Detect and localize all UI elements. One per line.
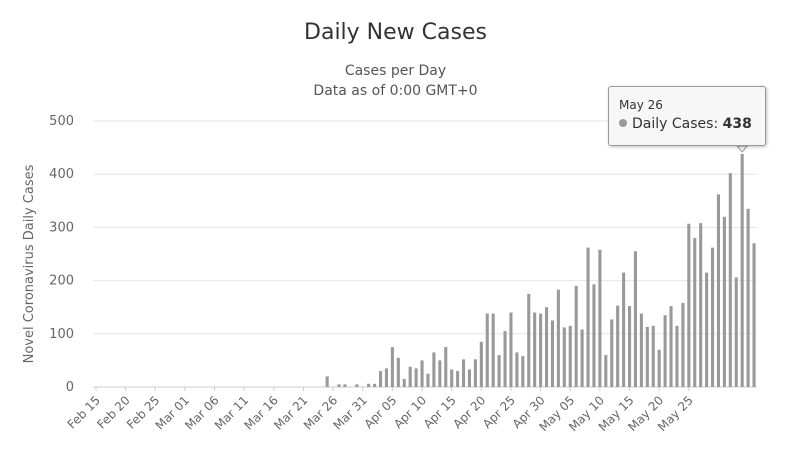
bar <box>343 384 347 387</box>
bar <box>616 305 620 387</box>
chart-subtitle-line-1: Cases per Day <box>344 63 447 79</box>
bar <box>491 313 495 387</box>
bar <box>337 384 341 387</box>
y-tick-label: 400 <box>49 167 74 182</box>
bar <box>544 307 549 387</box>
bar <box>485 313 489 387</box>
bar <box>450 369 454 387</box>
bar <box>438 360 442 387</box>
bar <box>556 289 560 387</box>
bar <box>432 352 436 387</box>
bar <box>681 302 685 387</box>
tooltip-value: 438 <box>722 116 752 132</box>
bar <box>752 243 756 387</box>
bar <box>657 349 661 387</box>
y-tick-label: 300 <box>49 220 74 235</box>
bar <box>367 383 371 387</box>
x-tick-label: Apr 15 <box>421 393 459 431</box>
bar <box>402 379 406 387</box>
x-tick-label: Mar 31 <box>330 393 369 432</box>
bar <box>586 247 590 387</box>
tooltip-line: Daily Cases: 438 <box>619 116 752 132</box>
bar <box>622 272 626 387</box>
bar <box>705 272 709 387</box>
bar <box>426 373 430 387</box>
bar <box>568 325 572 387</box>
bar <box>627 306 632 387</box>
bar <box>740 153 744 387</box>
bar <box>645 326 649 387</box>
bar <box>473 359 477 387</box>
bar <box>509 312 513 387</box>
y-axis-title: Novel Coronavirus Daily Cases <box>22 164 37 363</box>
chart-title: Daily New Cases <box>304 20 487 45</box>
x-tick-label: Apr 10 <box>391 393 429 431</box>
tooltip-series-name: Daily Cases <box>632 116 714 132</box>
bar <box>325 376 329 387</box>
bar <box>390 347 394 387</box>
bar <box>550 320 555 387</box>
bar <box>722 216 726 387</box>
bar <box>533 312 537 387</box>
bar <box>521 356 525 387</box>
tooltip-pointer <box>736 145 749 153</box>
bar <box>592 284 596 387</box>
bar <box>693 238 697 387</box>
bar <box>633 251 638 387</box>
bar <box>574 285 578 387</box>
x-tick-label: Apr 05 <box>361 393 399 431</box>
data-tooltip: May 26 Daily Cases: 438 <box>608 86 766 146</box>
chart-subtitle-line-2: Data as of 0:00 GMT+0 <box>313 83 478 99</box>
x-tick-label: Apr 20 <box>450 393 488 431</box>
bar <box>663 315 667 387</box>
bar <box>384 368 389 387</box>
bar <box>461 359 466 387</box>
bar <box>355 384 359 387</box>
bar <box>378 371 383 387</box>
x-tick-label: Apr 25 <box>480 393 518 431</box>
bar <box>604 355 608 387</box>
bar <box>479 341 483 387</box>
y-tick-label: 500 <box>49 114 74 129</box>
bar <box>396 357 400 387</box>
bar <box>687 223 691 387</box>
bar <box>610 319 614 387</box>
bar <box>420 360 424 387</box>
y-tick-label: 100 <box>49 327 74 342</box>
bar <box>728 173 732 387</box>
bar <box>562 327 566 387</box>
bar <box>444 347 448 387</box>
bar <box>580 329 584 387</box>
bar <box>539 313 543 387</box>
bar <box>639 313 643 387</box>
bar <box>527 293 531 387</box>
bar <box>699 223 703 387</box>
bar <box>598 249 602 387</box>
tooltip-date: May 26 <box>619 98 663 112</box>
bar <box>467 369 472 387</box>
bar <box>716 194 721 387</box>
bar <box>734 277 738 387</box>
bar <box>651 325 655 387</box>
bar <box>408 366 412 387</box>
bar <box>710 247 715 387</box>
bar <box>669 306 673 387</box>
bar <box>503 331 507 387</box>
bar <box>373 383 377 387</box>
y-tick-label: 200 <box>49 274 74 289</box>
bar <box>675 325 679 387</box>
series-dot-icon <box>619 119 627 127</box>
y-tick-label: 0 <box>66 380 74 395</box>
bar <box>497 355 501 387</box>
bar <box>414 368 418 387</box>
bar <box>746 208 750 387</box>
bar <box>456 371 460 387</box>
bar <box>515 352 519 387</box>
